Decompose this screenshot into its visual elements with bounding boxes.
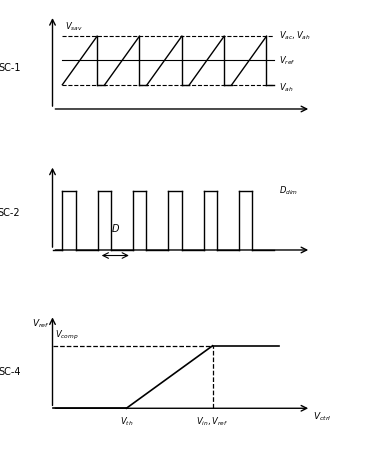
Text: SC-1: SC-1 <box>0 63 20 73</box>
Text: SC-4: SC-4 <box>0 367 20 377</box>
Text: $V_{ah}$: $V_{ah}$ <box>279 82 294 94</box>
Text: $D$: $D$ <box>111 222 120 234</box>
Text: $V_{sav}$: $V_{sav}$ <box>65 20 83 33</box>
Text: $V_{ctrl}$: $V_{ctrl}$ <box>314 411 332 424</box>
Text: SC-2: SC-2 <box>0 207 20 217</box>
Text: $V_{ref}$: $V_{ref}$ <box>32 317 50 330</box>
Text: $V_{ref}$: $V_{ref}$ <box>279 54 296 67</box>
Text: $V_{ac}, V_{ah}$: $V_{ac}, V_{ah}$ <box>279 29 311 42</box>
Text: $V_{comp}$: $V_{comp}$ <box>55 329 79 342</box>
Text: $D_{dim}$: $D_{dim}$ <box>279 184 298 197</box>
Text: $V_{th}$: $V_{th}$ <box>120 415 133 428</box>
Text: $V_{in}, V_{ref}$: $V_{in}, V_{ref}$ <box>197 415 229 428</box>
